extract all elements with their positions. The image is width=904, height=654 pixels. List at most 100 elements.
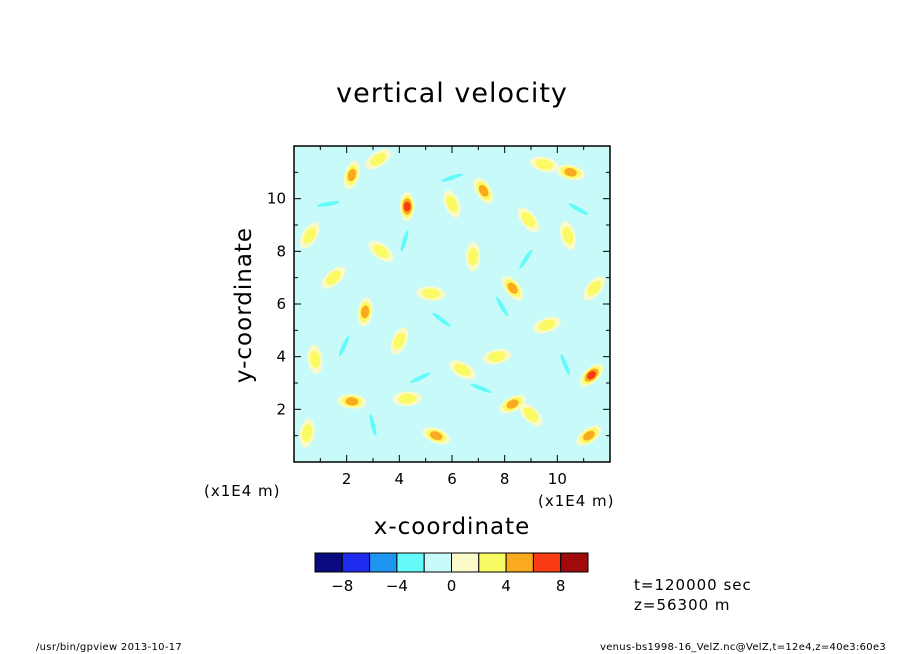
- contour-level: [488, 351, 506, 362]
- field-feature: [310, 199, 347, 209]
- contour-level: [309, 350, 321, 369]
- field-feature: [365, 149, 391, 170]
- contour-level: [519, 249, 533, 269]
- contour-level: [478, 184, 489, 197]
- contour-level: [538, 319, 556, 331]
- field-feature: [368, 240, 394, 262]
- field-feature: [501, 276, 524, 301]
- contour-level: [400, 229, 409, 252]
- x-tick-label: 4: [395, 470, 405, 488]
- contour-level: [347, 168, 357, 182]
- y-tick-label: 10: [267, 190, 286, 208]
- contour-level: [338, 335, 350, 357]
- field-feature: [473, 177, 494, 204]
- contour-level: [432, 312, 451, 327]
- contour-level: [373, 244, 389, 258]
- contour-level: [446, 195, 458, 213]
- colorbar-swatch: [505, 552, 534, 573]
- field-feature: [449, 360, 476, 380]
- y-tick-label: 8: [276, 242, 286, 260]
- colorbar-swatch: [451, 552, 480, 573]
- field-feature: [321, 266, 346, 289]
- field-feature: [398, 223, 411, 259]
- field-feature: [465, 242, 481, 272]
- y-tick-label: 6: [276, 295, 286, 313]
- field-feature: [392, 391, 422, 407]
- time-label: t=120000 sec: [634, 576, 752, 594]
- y-axis-title: y-coordinate: [231, 226, 257, 384]
- field-feature: [519, 403, 543, 426]
- field-feature: [299, 222, 320, 249]
- contour-level: [454, 363, 471, 376]
- colorbar-swatch: [396, 552, 425, 573]
- contour-level: [506, 399, 519, 409]
- x-tick-label: 2: [342, 470, 352, 488]
- contour-level: [422, 288, 440, 299]
- contour-level: [562, 226, 574, 245]
- colorbar-swatch: [341, 552, 371, 573]
- field-feature: [426, 308, 457, 332]
- x-scale-note: (x1E4 m): [538, 492, 615, 510]
- field-feature: [416, 286, 446, 301]
- colorbar-label: 8: [556, 577, 566, 595]
- colorbar-label: 4: [501, 577, 511, 595]
- field-feature: [532, 316, 561, 334]
- y-scale-note: (x1E4 m): [204, 482, 281, 500]
- x-axis-title: x-coordinate: [373, 514, 531, 540]
- contour-level: [410, 372, 431, 384]
- colorbar-label: −4: [386, 577, 408, 595]
- field-feature: [367, 407, 379, 443]
- colorbar-swatch: [369, 552, 398, 573]
- contour-level: [430, 431, 443, 441]
- field-layer: [299, 149, 606, 448]
- contour-level: [303, 227, 317, 244]
- contour-level: [587, 280, 602, 296]
- field-feature: [399, 192, 415, 222]
- contour-level: [521, 212, 536, 228]
- field-feature: [357, 297, 373, 327]
- field-feature: [443, 190, 461, 218]
- colorbar-swatch: [560, 552, 589, 573]
- colorbar-swatch: [423, 552, 453, 573]
- contour-level: [470, 383, 492, 393]
- colorbar-label: −8: [331, 577, 353, 595]
- contour-level: [345, 397, 359, 406]
- footer-left: /usr/bin/gpview 2013-10-17: [36, 642, 183, 653]
- contour-level: [564, 168, 577, 177]
- contour-level: [568, 203, 589, 215]
- colorbar-swatch: [314, 552, 343, 573]
- colorbar-swatch: [532, 552, 562, 573]
- contour-level: [301, 424, 313, 442]
- contour-level: [326, 270, 341, 285]
- contour-level: [467, 247, 479, 266]
- field-feature: [343, 160, 360, 190]
- field-feature: [562, 199, 595, 219]
- x-tick-label: 6: [447, 470, 457, 488]
- field-feature: [529, 156, 559, 173]
- field-feature: [579, 363, 604, 387]
- x-tick-label: 10: [548, 470, 567, 488]
- y-tick-label: 2: [276, 400, 286, 418]
- field-feature: [390, 327, 409, 355]
- x-tick-label: 8: [500, 470, 510, 488]
- field-feature: [403, 369, 437, 387]
- field-feature: [557, 347, 573, 382]
- contour-level: [507, 282, 518, 294]
- contour-level: [496, 296, 508, 317]
- field-feature: [517, 207, 540, 232]
- contour-level: [523, 407, 539, 422]
- field-feature: [335, 329, 353, 363]
- field-feature: [482, 349, 512, 365]
- colorbar-swatch: [478, 552, 507, 573]
- field-feature: [337, 394, 367, 409]
- field-feature: [492, 290, 512, 323]
- contour-level: [583, 430, 595, 441]
- field-feature: [434, 171, 470, 184]
- field-feature: [583, 276, 606, 301]
- contour-level: [317, 201, 340, 207]
- field-feature: [422, 427, 451, 445]
- field-feature: [463, 381, 499, 396]
- footer-right: venus-bs1998-16_VelZ.nc@VelZ,t=12e4,z=40…: [600, 642, 887, 653]
- contour-level: [535, 159, 553, 170]
